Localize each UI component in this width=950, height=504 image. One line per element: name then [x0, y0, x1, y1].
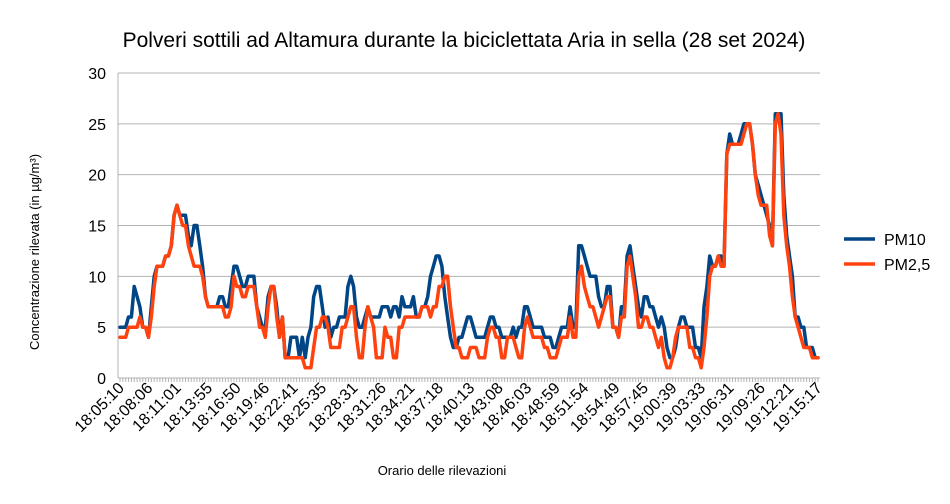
- y-tick-label: 30: [88, 66, 106, 83]
- x-axis-title: Orario delle rilevazioni: [378, 463, 507, 478]
- y-tick-labels: 0 5 10 15 20 25 30: [88, 66, 106, 388]
- y-axis-title: Concentrazione rilevata (in µg/m³): [27, 154, 42, 350]
- y-tick-label: 5: [97, 320, 106, 337]
- y-tick-label: 0: [97, 371, 106, 388]
- chart-title: Polveri sottili ad Altamura durante la b…: [123, 29, 806, 52]
- series-lines: [118, 111, 820, 370]
- series-line-pm2-5: [118, 111, 820, 370]
- legend-label: PM2,5: [884, 257, 930, 274]
- x-tick-labels: 18:05:1018:08:0618:11:0118:13:5518:16:50…: [72, 380, 826, 436]
- y-tick-label: 15: [88, 219, 106, 236]
- y-tick-label: 20: [88, 168, 106, 185]
- gridlines: [118, 72, 820, 328]
- y-tick-label: 10: [88, 269, 106, 286]
- series-line-pm10: [118, 111, 820, 360]
- legend-label: PM10: [884, 232, 926, 249]
- legend: PM10 PM2,5: [844, 232, 930, 274]
- y-tick-label: 25: [88, 117, 106, 134]
- x-axis-ticks: [119, 378, 819, 382]
